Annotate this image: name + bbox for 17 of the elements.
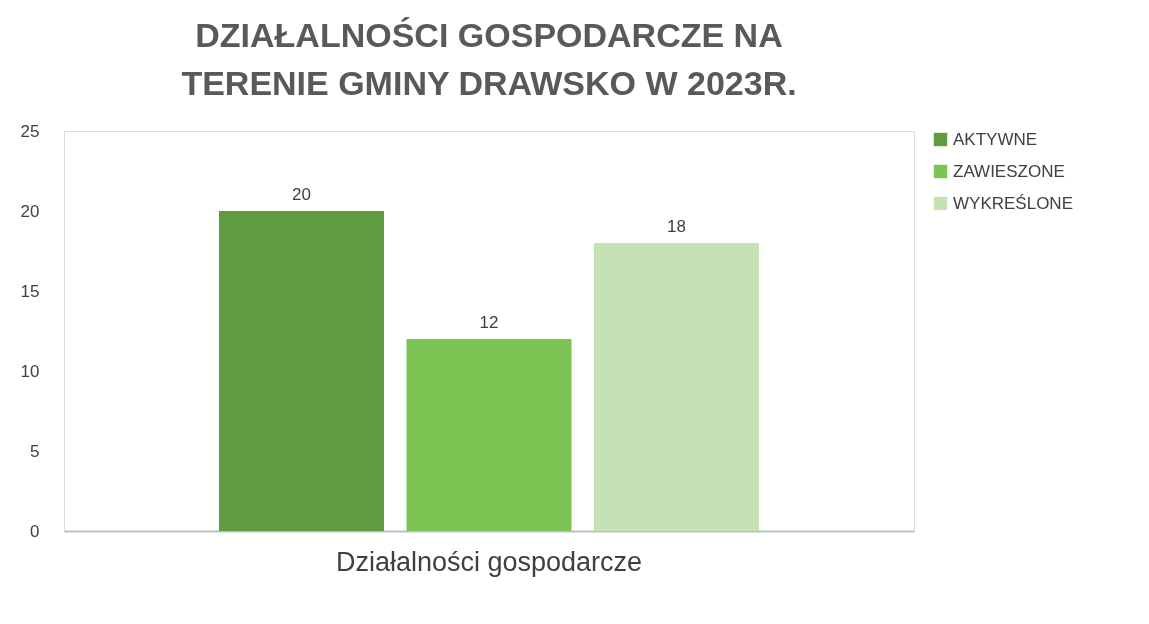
data-label: 12 xyxy=(479,313,499,332)
bar xyxy=(594,243,759,531)
data-label: 20 xyxy=(292,185,311,204)
legend-label: AKTYWNE xyxy=(953,129,1038,149)
data-label: 18 xyxy=(667,217,686,236)
bar xyxy=(219,211,384,531)
y-tick-label: 5 xyxy=(30,441,40,461)
legend-label: ZAWIESZONE xyxy=(953,161,1065,181)
chart-title: DZIAŁALNOŚCI GOSPODARCZE NA TERENIE GMINY DRAWSKO W 2023R. xyxy=(181,16,797,102)
y-tick-label: 10 xyxy=(20,361,40,381)
y-tick-label: 15 xyxy=(20,281,40,301)
bar xyxy=(406,339,572,531)
y-tick-label: 0 xyxy=(30,521,40,541)
legend-label: WYKREŚLONE xyxy=(953,193,1073,213)
y-tick-label: 25 xyxy=(20,121,40,141)
y-tick-label: 20 xyxy=(20,201,40,221)
x-tick-label: Działalności gospodarcze xyxy=(335,546,643,577)
